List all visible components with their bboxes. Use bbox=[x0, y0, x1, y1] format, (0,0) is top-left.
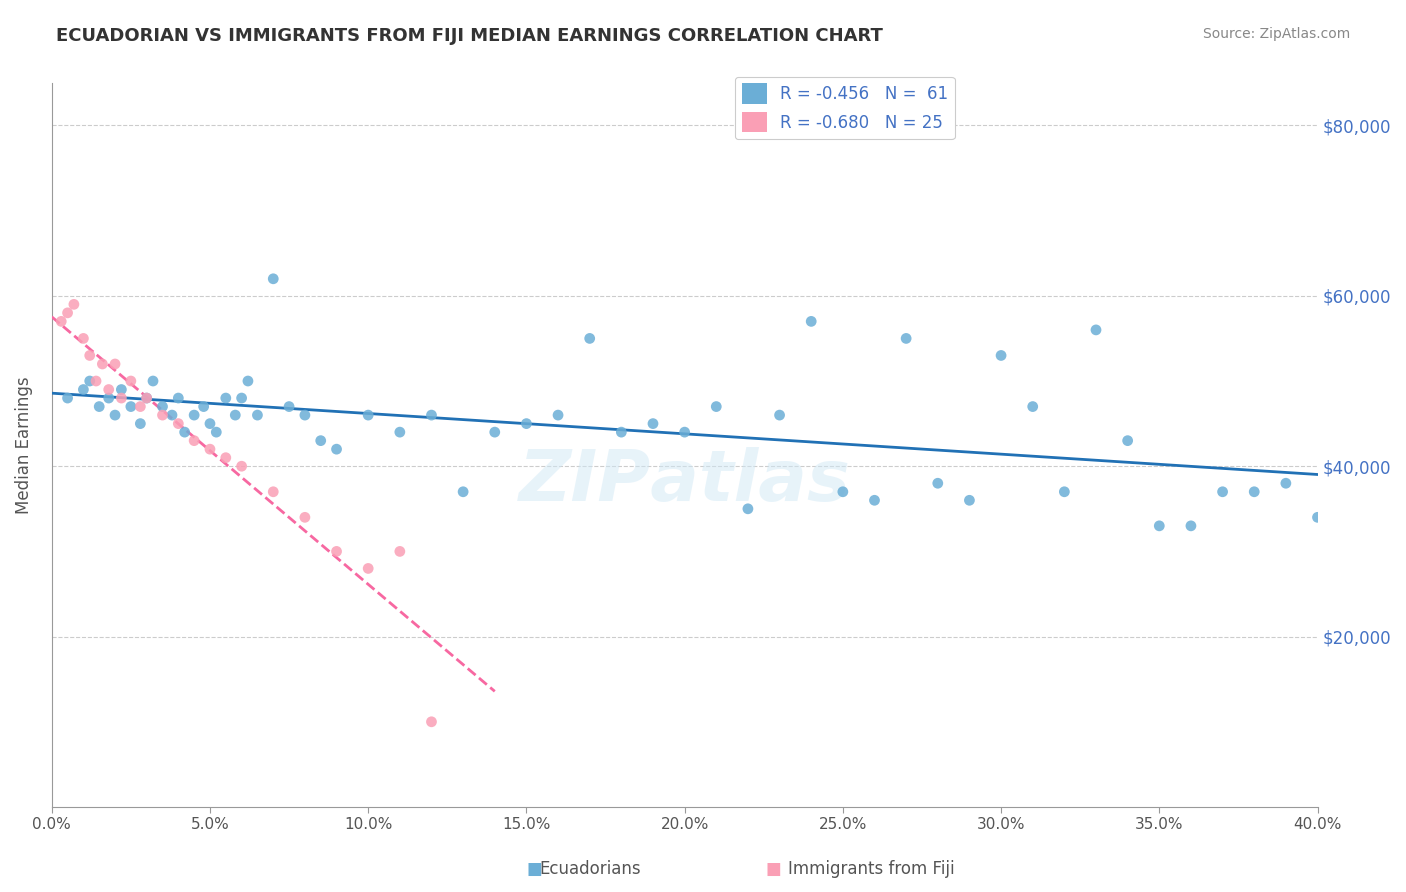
Point bbox=[72, 383, 94, 397]
Point bbox=[79, 348, 101, 362]
Point bbox=[56, 306, 79, 320]
Point bbox=[198, 442, 221, 457]
Point bbox=[1339, 501, 1361, 516]
Point bbox=[104, 357, 127, 371]
Point bbox=[91, 357, 114, 371]
Point bbox=[1053, 484, 1076, 499]
Point bbox=[173, 425, 195, 439]
Point bbox=[152, 400, 174, 414]
Point bbox=[231, 459, 253, 474]
Point bbox=[1022, 400, 1045, 414]
Point bbox=[215, 391, 238, 405]
Point bbox=[325, 442, 347, 457]
Point bbox=[142, 374, 165, 388]
Point bbox=[1085, 323, 1108, 337]
Point bbox=[167, 391, 190, 405]
Point bbox=[641, 417, 664, 431]
Point bbox=[51, 314, 73, 328]
Y-axis label: Median Earnings: Median Earnings bbox=[15, 376, 32, 514]
Point bbox=[357, 408, 380, 422]
Point bbox=[89, 400, 111, 414]
Point bbox=[1212, 484, 1234, 499]
Point bbox=[167, 417, 190, 431]
Point bbox=[236, 374, 259, 388]
Point bbox=[957, 493, 980, 508]
Point bbox=[160, 408, 183, 422]
Text: Ecuadorians: Ecuadorians bbox=[540, 860, 641, 878]
Point bbox=[56, 391, 79, 405]
Point bbox=[420, 714, 443, 729]
Point bbox=[215, 450, 238, 465]
Point bbox=[278, 400, 301, 414]
Point bbox=[1149, 519, 1171, 533]
Point bbox=[152, 408, 174, 422]
Point bbox=[262, 272, 284, 286]
Point bbox=[578, 331, 600, 345]
Point bbox=[737, 501, 759, 516]
Point bbox=[84, 374, 107, 388]
Point bbox=[246, 408, 269, 422]
Point bbox=[129, 417, 152, 431]
Point bbox=[831, 484, 853, 499]
Point bbox=[420, 408, 443, 422]
Point bbox=[79, 374, 101, 388]
Point bbox=[894, 331, 917, 345]
Point bbox=[97, 391, 120, 405]
Point bbox=[63, 297, 86, 311]
Point bbox=[309, 434, 332, 448]
Text: ZIP​atlas: ZIP​atlas bbox=[519, 447, 851, 516]
Text: ■: ■ bbox=[526, 860, 543, 878]
Point bbox=[104, 408, 127, 422]
Point bbox=[110, 383, 132, 397]
Point bbox=[515, 417, 537, 431]
Point bbox=[388, 544, 411, 558]
Point bbox=[72, 331, 94, 345]
Text: ■: ■ bbox=[765, 860, 782, 878]
Point bbox=[224, 408, 246, 422]
Point bbox=[1306, 510, 1329, 524]
Point bbox=[135, 391, 157, 405]
Point bbox=[357, 561, 380, 575]
Point bbox=[388, 425, 411, 439]
Point bbox=[325, 544, 347, 558]
Point bbox=[927, 476, 949, 491]
Point bbox=[120, 374, 142, 388]
Point bbox=[183, 408, 205, 422]
Point bbox=[704, 400, 727, 414]
Point bbox=[262, 484, 284, 499]
Point bbox=[1116, 434, 1139, 448]
Point bbox=[800, 314, 823, 328]
Point bbox=[135, 391, 157, 405]
Text: Source: ZipAtlas.com: Source: ZipAtlas.com bbox=[1202, 27, 1350, 41]
Point bbox=[294, 408, 316, 422]
Point bbox=[451, 484, 474, 499]
Point bbox=[484, 425, 506, 439]
Point bbox=[231, 391, 253, 405]
Point bbox=[205, 425, 228, 439]
Point bbox=[129, 400, 152, 414]
Point bbox=[294, 510, 316, 524]
Point bbox=[990, 348, 1012, 362]
Point bbox=[1243, 484, 1265, 499]
Point bbox=[120, 400, 142, 414]
Point bbox=[193, 400, 215, 414]
Text: ECUADORIAN VS IMMIGRANTS FROM FIJI MEDIAN EARNINGS CORRELATION CHART: ECUADORIAN VS IMMIGRANTS FROM FIJI MEDIA… bbox=[56, 27, 883, 45]
Point bbox=[110, 391, 132, 405]
Point bbox=[1180, 519, 1202, 533]
Point bbox=[547, 408, 569, 422]
Point bbox=[198, 417, 221, 431]
Point bbox=[863, 493, 886, 508]
Point bbox=[97, 383, 120, 397]
Text: Immigrants from Fiji: Immigrants from Fiji bbox=[789, 860, 955, 878]
Point bbox=[183, 434, 205, 448]
Point bbox=[768, 408, 790, 422]
Legend: R = -0.456   N =  61, R = -0.680   N = 25: R = -0.456 N = 61, R = -0.680 N = 25 bbox=[735, 77, 955, 139]
Point bbox=[610, 425, 633, 439]
Point bbox=[1275, 476, 1298, 491]
Point bbox=[673, 425, 696, 439]
